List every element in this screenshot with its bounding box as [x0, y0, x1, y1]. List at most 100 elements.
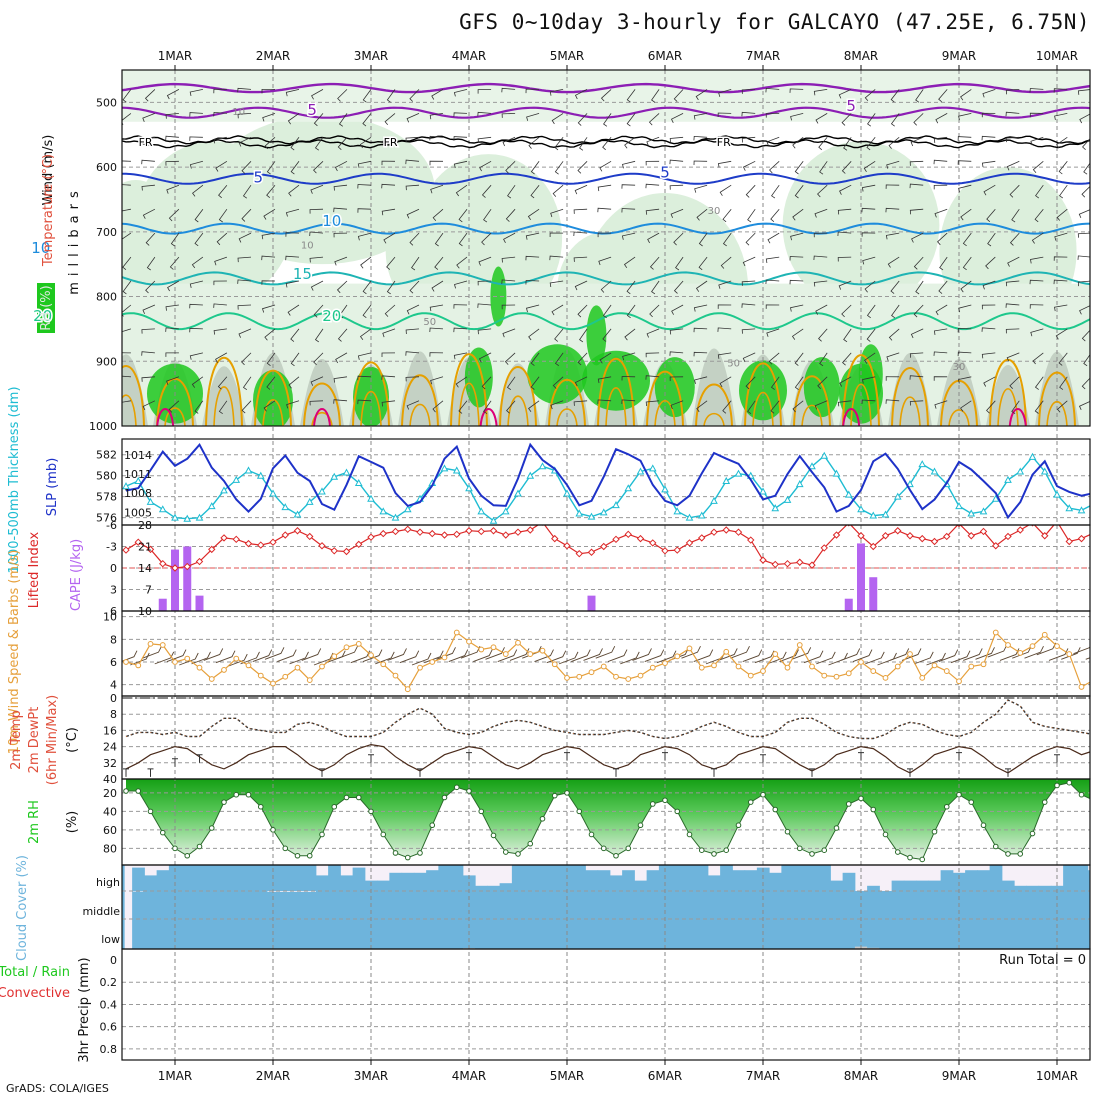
wind-barb — [337, 89, 348, 102]
low-cloud-bar — [193, 919, 207, 949]
wind-barb — [939, 256, 948, 271]
wind10m-axis-label: 10m Wind Speed & Barbs (m/s) — [7, 550, 22, 755]
lifted-index-point — [783, 559, 792, 568]
high-cloud-bar — [536, 865, 550, 891]
high-cloud-bar — [230, 865, 243, 891]
wind10m-barb — [889, 648, 910, 661]
rh2m-point — [833, 825, 840, 831]
wind-tick: 8 — [110, 633, 117, 646]
rh2m-point — [245, 791, 252, 798]
wind10m-barb — [154, 651, 175, 665]
rh2m-point — [1078, 791, 1085, 798]
wind-barb — [766, 328, 780, 337]
thickness-point — [256, 471, 265, 479]
wind-barb — [241, 208, 252, 222]
contour-label: 20 — [322, 307, 341, 325]
wind-barb — [453, 136, 468, 141]
wind-barb — [837, 400, 852, 407]
date-label-bottom: 9MAR — [942, 1069, 977, 1083]
wind-barb — [549, 232, 564, 237]
wind-barb — [142, 400, 156, 411]
wind-barb — [741, 111, 756, 117]
wind-barb — [338, 304, 348, 319]
rh2m-point — [723, 847, 730, 854]
middle-cloud-bar — [217, 891, 231, 919]
wind-barb — [501, 304, 516, 310]
wind-barb — [838, 89, 852, 99]
wind-barb — [813, 255, 828, 261]
wind-barb — [741, 303, 756, 308]
wind-barb — [1005, 280, 1020, 287]
lifted-index-point — [244, 539, 253, 548]
wind-barb — [550, 208, 564, 218]
wind-barb — [934, 400, 948, 409]
wind-barb — [1058, 161, 1068, 175]
wind-barb — [481, 184, 492, 198]
temp-tick: 40 — [103, 773, 117, 786]
wind-barb — [405, 159, 420, 165]
wind-barb — [597, 184, 612, 192]
wind-barb — [819, 352, 828, 367]
rh-plume — [202, 366, 246, 426]
rh2m-point — [208, 825, 215, 831]
rh2m-point — [466, 788, 472, 794]
warm-isotherm-loop — [646, 370, 684, 426]
date-label-top: 4MAR — [452, 49, 487, 63]
wind-barb — [909, 352, 924, 358]
wind-barb — [651, 280, 660, 295]
middle-cloud-bar — [573, 891, 586, 919]
middle-cloud-bar — [793, 891, 807, 919]
thickness-point — [342, 468, 351, 476]
thickness-point — [183, 514, 192, 522]
wind-barb — [168, 400, 180, 413]
contour-label: 5 — [254, 168, 264, 186]
warm-isotherm-inner — [409, 403, 431, 426]
middle-cloud-bar — [193, 891, 207, 919]
middle-cloud-bar — [389, 891, 403, 919]
wind10m-barb — [362, 649, 383, 663]
middle-cloud-bar — [328, 891, 341, 919]
wind-barb — [453, 304, 468, 309]
max-temp-marker — [613, 768, 619, 777]
freezing-level-a — [122, 135, 1090, 145]
wind-barb — [550, 400, 564, 410]
temp-tick: 24 — [103, 741, 117, 754]
wind-barb — [765, 304, 780, 309]
contour-label: 10 — [322, 212, 341, 230]
wind-barb — [645, 352, 660, 358]
thickness-point — [587, 512, 596, 520]
wind-barb — [645, 400, 660, 407]
rh2m-label: 2m RH — [27, 800, 42, 844]
wind10m-point — [796, 642, 803, 648]
warm-isotherm-inner — [752, 391, 774, 426]
wind10m-point — [919, 674, 926, 681]
wind10m-point — [453, 629, 460, 636]
wind-barb — [189, 280, 203, 288]
lifted-index-point — [734, 528, 743, 536]
wind-barb — [866, 328, 876, 342]
wind-barb — [864, 352, 876, 364]
lifted-index-point — [208, 545, 216, 554]
wind-barb — [695, 89, 708, 101]
wind-barb — [314, 328, 324, 343]
thickness-point — [465, 484, 473, 492]
wind-barb — [915, 280, 924, 295]
wind-barb — [481, 376, 492, 390]
wind-barb — [238, 232, 252, 243]
wind-barb — [1030, 328, 1044, 337]
wind10m-point — [821, 672, 828, 679]
pressure-tick: 500 — [96, 96, 117, 109]
wind-barb — [528, 136, 540, 149]
date-label-bottom: 8MAR — [844, 1069, 879, 1083]
max-temp-marker — [368, 754, 374, 763]
cape-bar — [587, 595, 596, 611]
wind10m-point — [515, 639, 521, 646]
hot-isotherm-loop — [156, 408, 175, 426]
low-cloud-bar — [830, 919, 844, 949]
wind-barb — [958, 184, 972, 193]
wind10m-barb — [387, 648, 407, 661]
wind10m-point — [172, 659, 178, 665]
high-cloud-bar — [340, 875, 354, 891]
wind-barb — [645, 160, 660, 166]
wind-barb — [577, 352, 588, 366]
